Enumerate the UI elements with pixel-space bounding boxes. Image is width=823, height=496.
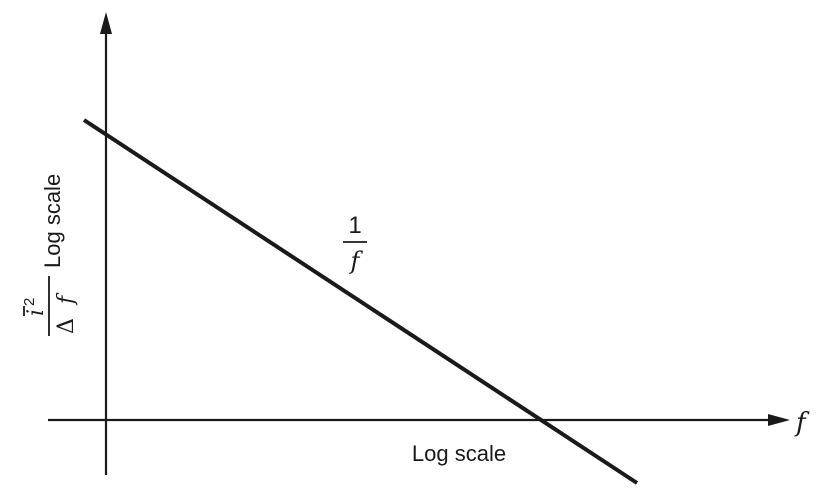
series-label-numerator: 1: [348, 212, 361, 239]
x-axis-label: Log scale: [412, 441, 506, 466]
y-axis-label: Log scale: [40, 174, 65, 268]
y-axis-label-group: i 2 Δ f Log scale: [21, 174, 79, 336]
y-label-denominator-delta: Δ: [54, 318, 79, 334]
y-label-denominator-var: f: [54, 292, 79, 306]
series-line-1-over-f: [82, 118, 639, 485]
series-label-denominator: f: [349, 247, 364, 275]
x-axis-symbol: f: [794, 408, 810, 438]
x-axis-arrow-icon: [768, 414, 790, 426]
y-label-numerator-superscript: 2: [21, 298, 38, 306]
series-label: 1 f: [343, 212, 367, 275]
y-label-numerator-var: i: [24, 309, 49, 316]
y-axis-arrow-icon: [100, 12, 112, 34]
